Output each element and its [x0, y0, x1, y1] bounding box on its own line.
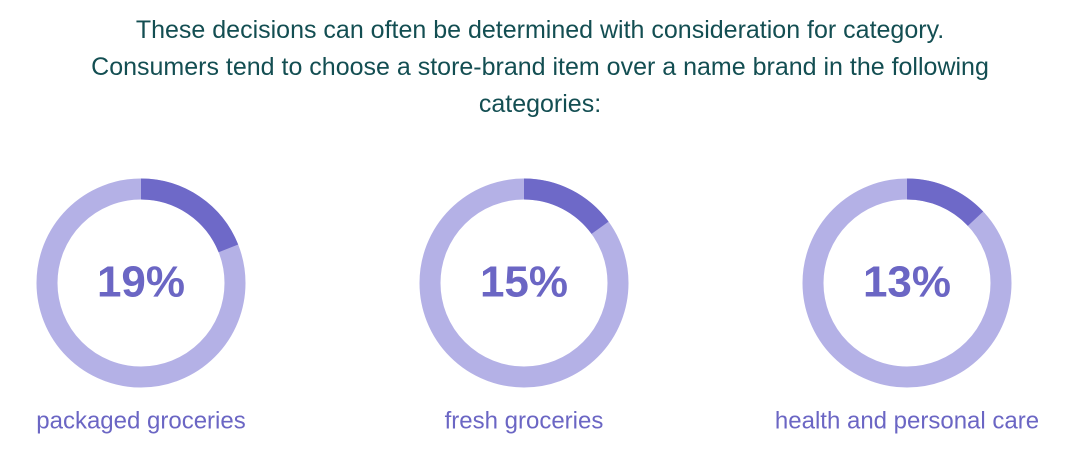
- title: These decisions can often be determined …: [91, 16, 989, 118]
- donut-segment: [906, 178, 984, 227]
- donut-segment: [140, 178, 239, 253]
- category-label: health and personal care: [775, 407, 1039, 434]
- category-label: fresh groceries: [445, 407, 604, 434]
- value-label: 13%: [863, 258, 951, 307]
- value-label: 15%: [480, 258, 568, 307]
- category-label: packaged groceries: [36, 407, 245, 434]
- donut-segment: [523, 178, 609, 235]
- value-label: 19%: [97, 258, 185, 307]
